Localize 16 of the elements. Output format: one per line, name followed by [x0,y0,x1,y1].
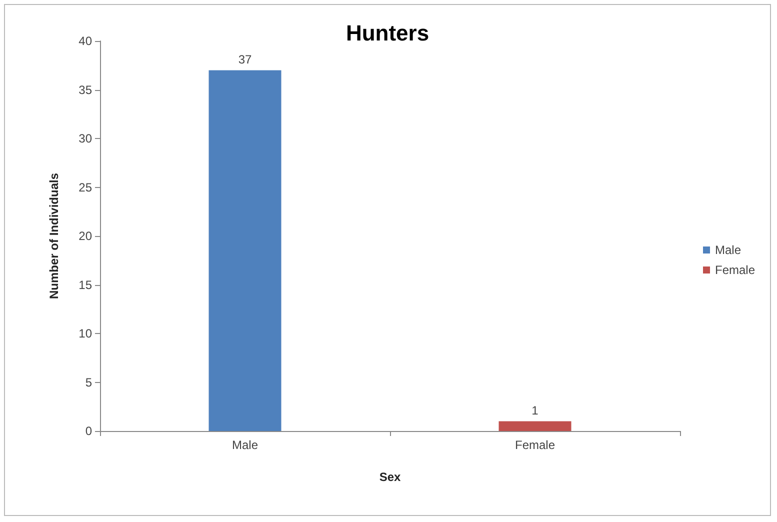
y-tick-label: 20 [78,229,92,243]
chart-title: Hunters [346,20,430,46]
y-axis-title: Number of Individuals [47,172,61,300]
y-tick-label: 25 [78,180,92,194]
y-tick-label: 40 [78,34,92,48]
y-tick-label: 35 [78,82,92,97]
legend-label: Female [714,263,756,277]
y-tick-label: 15 [78,278,92,292]
data-label: 37 [238,52,252,66]
y-tick-label: 30 [78,132,92,146]
y-tick-label: 5 [85,375,92,390]
legend-label: Male [714,243,742,257]
y-tick-label: 0 [85,424,92,438]
y-tick-label: 10 [78,326,92,340]
x-axis-title: Sex [379,470,401,484]
data-label: 1 [532,403,539,418]
